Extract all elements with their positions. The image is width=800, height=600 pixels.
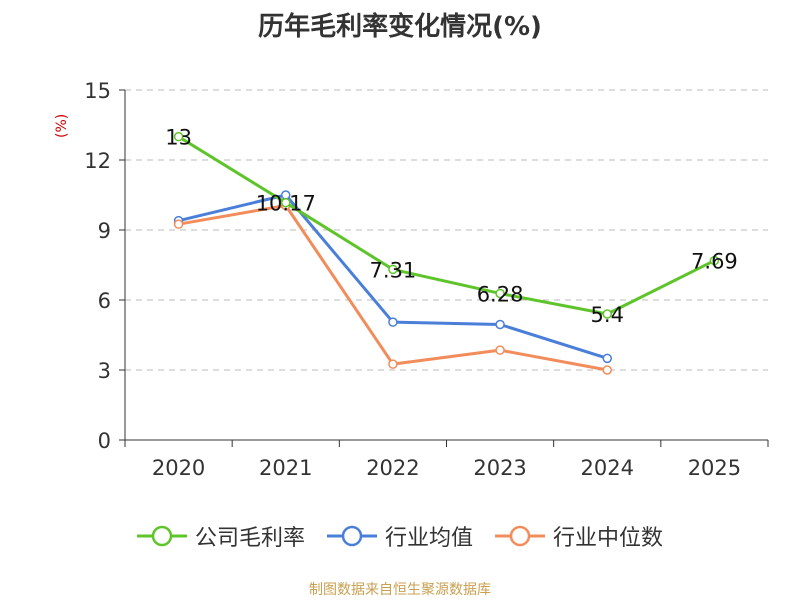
y-tick-label-3: 9 <box>98 219 111 243</box>
series-1-point-2023 <box>495 319 505 330</box>
x-tick-label-2022: 2022 <box>366 456 419 480</box>
y-tick-label-1: 3 <box>98 359 111 383</box>
legend-marker-0 <box>136 525 187 547</box>
series-0-point-2023 <box>495 288 505 299</box>
x-tick-label-2025: 2025 <box>688 456 741 480</box>
data-label-2020: 13 <box>165 126 192 150</box>
data-label-2024: 5.4 <box>591 303 624 327</box>
legend-marker-2 <box>495 525 545 547</box>
data-label-2021: 10.17 <box>256 192 316 216</box>
x-tick-label-2020: 2020 <box>152 456 205 480</box>
series-2-point-2023 <box>495 345 505 355</box>
data-source-note: 制图数据来自恒生聚源数据库 <box>309 582 491 598</box>
chart-title: 历年毛利率变化情况(%) <box>258 12 542 42</box>
legend-label-2: 行业中位数 <box>553 526 664 551</box>
data-label-2025: 7.69 <box>691 250 738 274</box>
legend-item-0[interactable]: 公司毛利率 <box>136 520 305 552</box>
series-1-point-2024 <box>602 353 612 364</box>
x-tick-label-2021: 2021 <box>259 456 312 480</box>
y-tick-label-5: 15 <box>84 79 111 103</box>
series-2-point-2022 <box>388 359 398 369</box>
legend-item-2[interactable]: 行业中位数 <box>495 520 663 552</box>
series-0-point-2022 <box>388 264 398 275</box>
series-line-0 <box>177 135 716 316</box>
x-tick-label-2024: 2024 <box>581 456 634 480</box>
series-0-point-2021 <box>281 197 291 208</box>
series-0-point-2024 <box>602 309 612 319</box>
y-tick-label-0: 0 <box>98 429 111 453</box>
legend: 公司毛利率 行业均值 行业中位数 <box>0 520 800 552</box>
data-label-2022: 7.31 <box>370 258 417 282</box>
series-2-point-2024 <box>602 365 612 375</box>
y-tick-label-4: 12 <box>84 149 111 173</box>
legend-item-1[interactable]: 行业均值 <box>326 520 473 552</box>
data-label-2023: 6.28 <box>477 282 524 306</box>
series-2-point-2020 <box>173 219 184 229</box>
x-tick-label-2023: 2023 <box>473 456 526 480</box>
series-1-point-2022 <box>388 317 398 327</box>
y-tick-label-2: 6 <box>98 289 111 313</box>
legend-marker-1 <box>326 525 377 547</box>
legend-label-0: 公司毛利率 <box>194 526 305 551</box>
series-0-point-2025 <box>709 255 720 266</box>
legend-label-1: 行业均值 <box>384 526 473 551</box>
series-0-point-2020 <box>173 131 184 142</box>
